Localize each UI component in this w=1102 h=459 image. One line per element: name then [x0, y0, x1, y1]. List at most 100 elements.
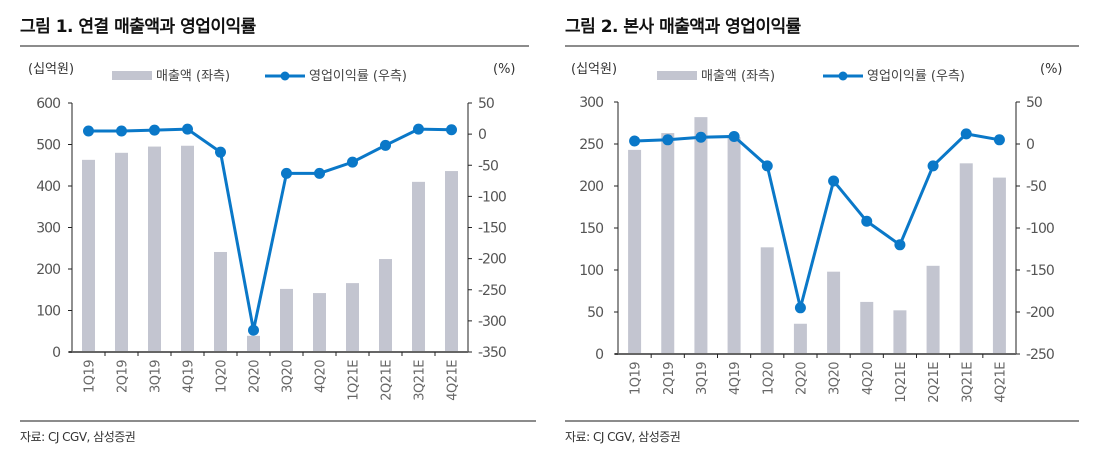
chart-1-left-tick-label: 300	[36, 221, 60, 237]
chart-2-x-tick-label: 1Q19	[629, 362, 644, 395]
chart-2-right-tick-label: -200	[1026, 305, 1054, 321]
chart-2-margin-point-1Q20	[761, 160, 773, 172]
chart-1-x-tick-label: 1Q20	[215, 360, 230, 393]
chart-1-bar-1Q19	[82, 159, 95, 352]
chart-1-margin-point-2Q19	[116, 125, 127, 137]
chart-2-margin-point-3Q20	[828, 175, 840, 187]
chart-1-source: 자료: CJ CGV, 삼성증권	[20, 430, 136, 444]
chart-1-x-tick-label: 4Q19	[182, 360, 197, 393]
chart-1-x-tick-label: 4Q20	[314, 360, 329, 393]
chart-2-bar-3Q20	[827, 271, 841, 354]
chart-2-margin-point-3Q21E	[960, 128, 972, 140]
chart-1-legend-bar-label: 매출액 (좌측)	[156, 69, 230, 84]
chart-2-right-unit: (%)	[1040, 62, 1063, 77]
chart-1-left-tick-label: 0	[52, 345, 60, 361]
chart-2-legend-line-marker	[838, 71, 848, 81]
chart-2-bar-1Q20	[760, 247, 774, 354]
chart-1-right-tick-label: -200	[478, 252, 506, 268]
chart-1-margin-point-4Q20	[314, 167, 325, 179]
chart-2-bar-3Q21E	[959, 163, 973, 354]
chart-2-x-tick-label: 2Q19	[662, 362, 677, 395]
chart-1-bar-2Q20	[247, 335, 260, 352]
chart-2-margin-point-1Q21E	[894, 239, 906, 251]
chart-2-legend-line-label: 영업이익률 (우측)	[867, 69, 965, 84]
chart-2-right-tick-label: 50	[1026, 95, 1042, 111]
chart-1-margin-point-3Q21E	[413, 123, 424, 135]
chart-2-x-tick-label: 1Q20	[761, 362, 776, 395]
chart-1-left-tick-label: 200	[36, 262, 60, 278]
chart-2-right-tick-label: 0	[1026, 137, 1034, 153]
chart-1-margin-point-4Q21E	[446, 124, 457, 136]
chart-1-margin-point-4Q19	[182, 123, 193, 135]
chart-2-right-tick-label: -100	[1026, 221, 1054, 237]
chart-2-legend-bar-label: 매출액 (좌측)	[701, 69, 775, 84]
chart-2-bar-1Q21E	[893, 310, 907, 354]
chart-2-x-tick-label: 4Q21E	[993, 362, 1008, 403]
chart-2-left-tick-label: 300	[579, 95, 603, 111]
chart-1-left-tick-label: 600	[36, 96, 60, 112]
chart-1-margin-point-1Q20	[215, 146, 226, 158]
chart-2-bar-3Q19	[694, 117, 708, 355]
chart-2-right-tick-label: -250	[1026, 347, 1054, 363]
chart-2-right-tick-label: -50	[1026, 179, 1046, 195]
chart-1-bar-1Q21E	[346, 283, 359, 352]
chart-1-bar-3Q20	[280, 288, 293, 352]
chart-2-margin-point-1Q19	[629, 135, 641, 147]
chart-2-margin-point-3Q19	[695, 131, 707, 143]
chart-1-bar-2Q21E	[379, 259, 392, 352]
chart-2-margin-point-2Q20	[794, 302, 806, 314]
chart-2-bar-4Q20	[860, 301, 874, 354]
chart-1-margin-point-3Q20	[281, 167, 292, 179]
chart-2-left-tick-label: 50	[587, 305, 603, 321]
chart-1-bar-2Q19	[115, 152, 128, 352]
chart-1-x-tick-label: 2Q19	[116, 360, 131, 393]
chart-2-x-tick-label: 4Q19	[728, 362, 743, 395]
chart-1-right-tick-label: -350	[478, 345, 506, 361]
chart-2-margin-point-4Q21E	[993, 134, 1005, 146]
chart-2-left-tick-label: 150	[579, 221, 603, 237]
chart-1-left-tick-label: 100	[36, 304, 60, 320]
chart-1-right-unit: (%)	[493, 62, 516, 77]
chart-2-left-unit: (십억원)	[571, 62, 617, 77]
chart-1-legend-line-marker	[280, 71, 290, 81]
chart-1-bar-1Q20	[214, 251, 227, 352]
chart-1-left-tick-label: 400	[36, 179, 60, 195]
chart-1-footer-rule	[20, 420, 536, 422]
chart-1-legend-bar-swatch	[112, 71, 152, 80]
chart-1-bar-4Q21E	[445, 171, 458, 352]
chart-1-bar-4Q19	[181, 145, 194, 352]
chart-2-x-tick-label: 3Q21E	[960, 362, 975, 403]
chart-2-x-tick-label: 4Q20	[861, 362, 876, 395]
chart-2-source: 자료: CJ CGV, 삼성증권	[565, 430, 681, 444]
chart-1-margin-point-3Q19	[149, 124, 160, 136]
chart-1-right-tick-label: -250	[478, 283, 506, 299]
chart-2-bar-4Q19	[727, 137, 741, 354]
chart-1-x-tick-label: 3Q19	[149, 360, 164, 393]
chart-1-bar-3Q19	[148, 146, 161, 352]
chart-1-x-tick-label: 3Q21E	[413, 360, 428, 401]
chart-2-x-tick-label: 2Q21E	[927, 362, 942, 403]
chart-1-x-tick-label: 1Q21E	[347, 360, 362, 401]
chart-1-x-tick-label: 2Q20	[248, 360, 263, 393]
chart-1-title-rule	[20, 45, 529, 47]
chart-2-margin-point-2Q21E	[927, 160, 939, 172]
chart-2-margin-line	[634, 132, 1000, 309]
chart-2-margin-point-4Q19	[728, 130, 740, 142]
chart-2-margin-point-4Q20	[861, 215, 873, 227]
chart-2-legend-bar-swatch	[657, 71, 697, 80]
chart-1-bar-4Q20	[313, 293, 326, 352]
chart-2-left-tick-label: 200	[579, 179, 603, 195]
chart-1-bar-3Q21E	[412, 181, 425, 352]
chart-2-footer-rule	[565, 420, 1079, 422]
chart-1-right-tick-label: -50	[478, 158, 498, 174]
chart-1-margin-point-2Q20	[248, 324, 259, 336]
chart-1-right-tick-label: -100	[478, 189, 506, 205]
chart-2-x-tick-label: 2Q20	[794, 362, 809, 395]
chart-1-x-tick-label: 1Q19	[83, 360, 98, 393]
chart-1-right-tick-label: 50	[478, 96, 494, 112]
chart-2-bar-2Q21E	[926, 265, 940, 354]
chart-2-x-tick-label: 1Q21E	[894, 362, 909, 403]
chart-1-margin-point-1Q19	[83, 125, 94, 137]
chart-2-left-tick-label: 0	[595, 347, 603, 363]
chart-2-title: 그림 2. 본사 매출액과 영업이익률	[565, 17, 801, 37]
